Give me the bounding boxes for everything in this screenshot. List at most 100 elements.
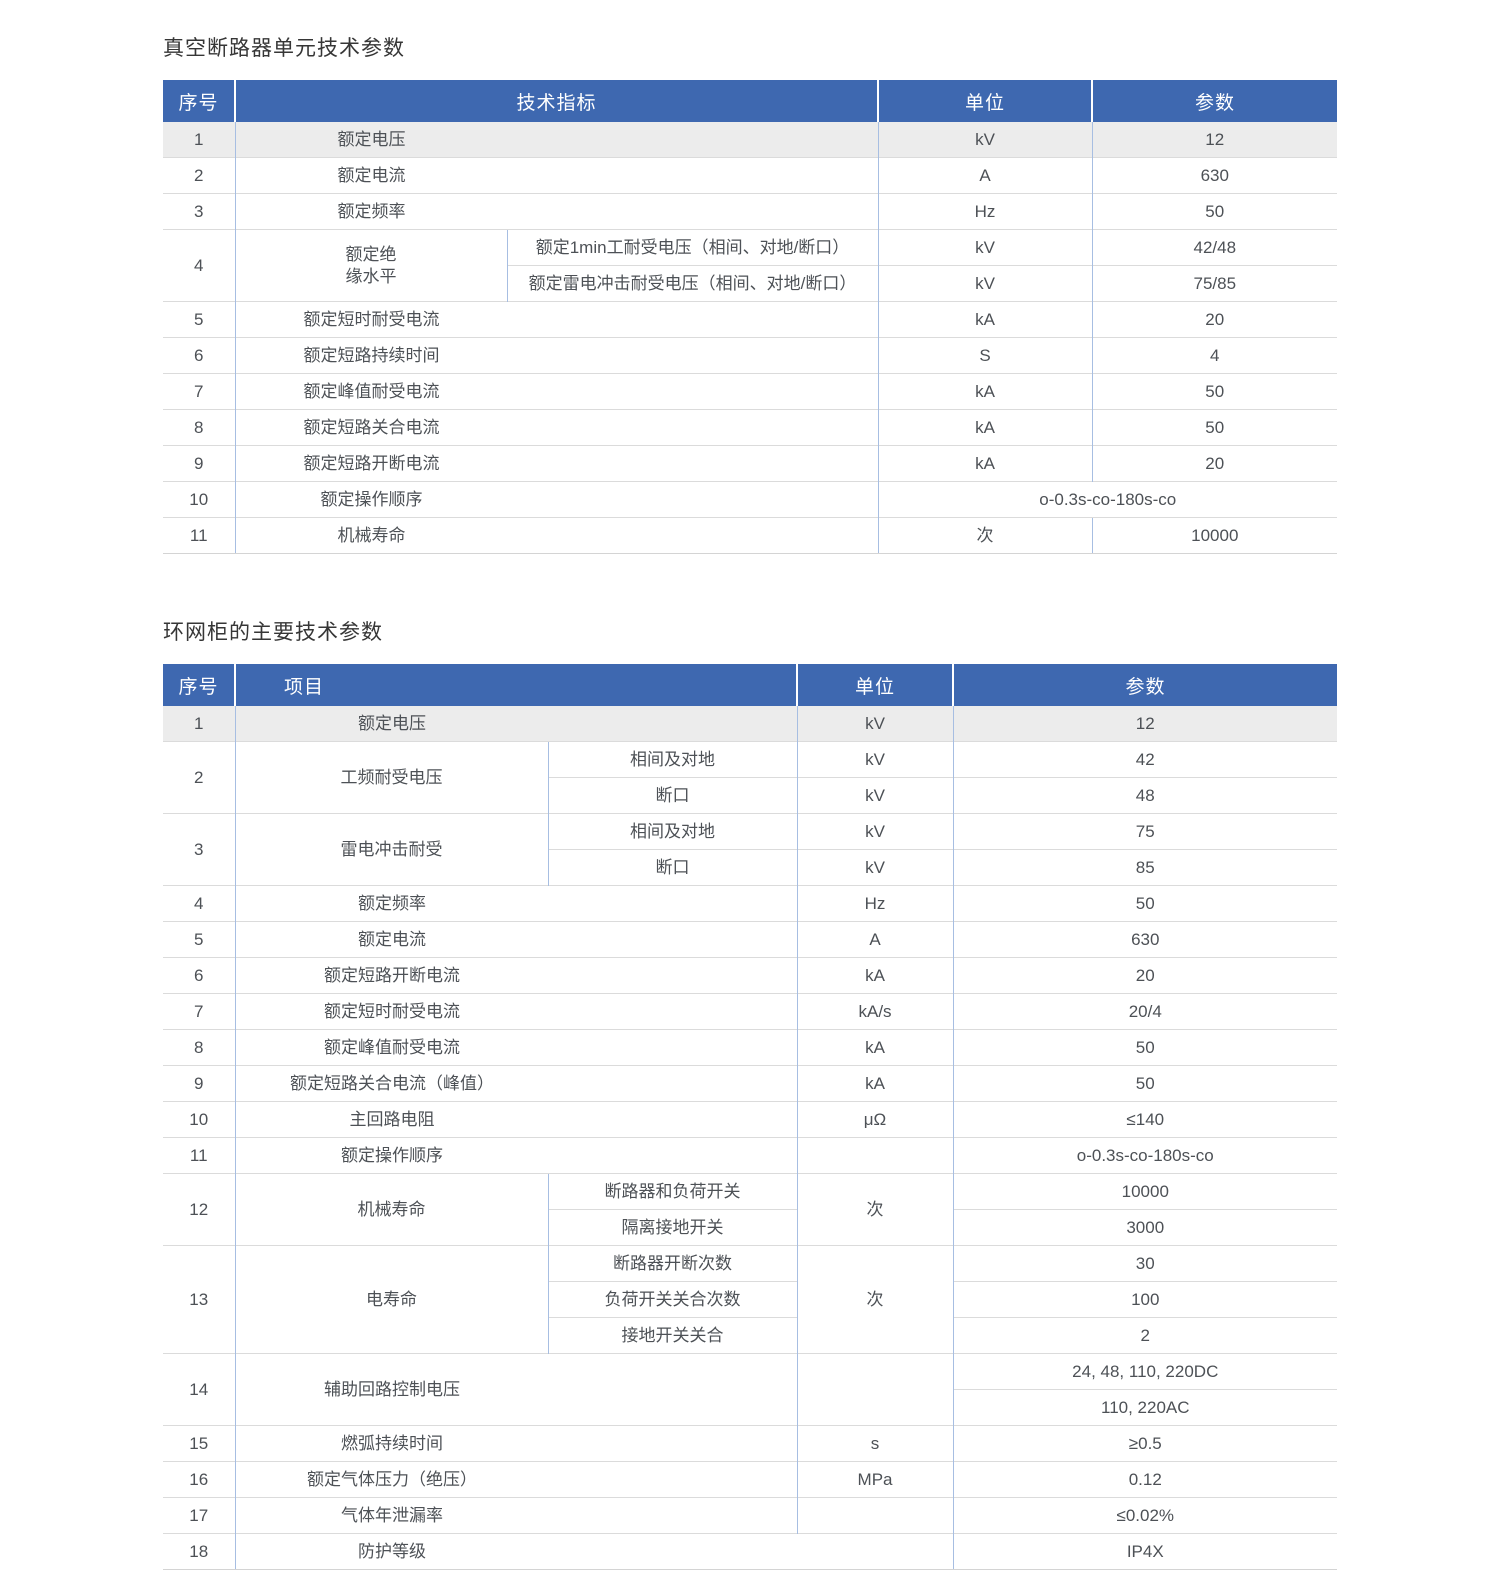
unit-cell: s (796, 1425, 954, 1462)
row-number-cell: 11 (163, 517, 235, 554)
row-number-cell: 3 (163, 813, 235, 886)
row-number-cell: 2 (163, 157, 235, 194)
row-number-cell: 13 (163, 1245, 235, 1354)
table-row: 8 额定峰值耐受电流 kA 50 (163, 1029, 1338, 1066)
table-row: 10 额定操作顺序 o-0.3s-co-180s-co (163, 481, 1338, 518)
ring-main-unit-spec-table: 序号 项目 单位 参数 1 额定电压 kV 12 2 工频耐受电压 相间及对地 kV 42 断口 k… (163, 664, 1338, 1570)
unit-cell: kA (877, 301, 1093, 338)
table-body: 1 额定电压 kV 12 2 额定电流 A 630 3 额定频率 Hz 50 4 额定绝 缘水平 额定1mi… (163, 122, 1338, 554)
header-no: 序号 (163, 80, 235, 122)
item-cell: 额定电压 (234, 122, 879, 158)
param-cell: 100 (952, 1281, 1338, 1318)
row-number-cell: 16 (163, 1461, 235, 1498)
param-cell: 75 (952, 813, 1338, 850)
unit-cell: 次 (796, 1245, 954, 1354)
param-cell: 12 (952, 706, 1338, 742)
sub-item-cell: 相间及对地 (547, 813, 798, 850)
row-number-cell: 14 (163, 1353, 235, 1426)
row-number-cell: 9 (163, 1065, 235, 1102)
param-cell: 50 (952, 1029, 1338, 1066)
row-number-cell: 5 (163, 301, 235, 338)
param-cell: 50 (1091, 409, 1338, 446)
item-cell: 额定短时耐受电流 (234, 993, 798, 1030)
param-cell: 42/48 (1091, 229, 1338, 266)
table-row: 17 气体年泄漏率 ≤0.02% (163, 1497, 1338, 1534)
param-cell: 30 (952, 1245, 1338, 1282)
unit-cell: 次 (877, 517, 1093, 554)
row-number-cell: 15 (163, 1425, 235, 1462)
unit-cell (796, 1137, 954, 1174)
row-number-cell: 17 (163, 1497, 235, 1534)
table-body: 1 额定电压 kV 12 2 工频耐受电压 相间及对地 kV 42 断口 kV 48 3 雷电冲击耐受 相间… (163, 706, 1338, 1570)
item-cell: 电寿命 (234, 1245, 548, 1354)
param-cell: 0.12 (952, 1461, 1338, 1498)
unit-cell (796, 1497, 954, 1534)
param-cell: 85 (952, 849, 1338, 886)
param-cell: 75/85 (1091, 265, 1338, 302)
item-cell: 额定短路开断电流 (234, 445, 879, 482)
row-number-cell: 10 (163, 481, 235, 518)
table-row: 5 额定短时耐受电流 kA 20 (163, 301, 1338, 338)
param-cell: 4 (1091, 337, 1338, 374)
unit-cell: Hz (796, 885, 954, 922)
item-cell: 机械寿命 (234, 1173, 548, 1246)
table-sub-row: 断口 kV 48 (163, 777, 1338, 814)
table-row: 4 额定绝 缘水平 额定1min工耐受电压（相间、对地/断口） kV 42/48 (163, 229, 1338, 302)
item-cell: 额定电流 (234, 921, 798, 958)
header-item: 项目 (233, 664, 798, 706)
row-number-cell: 18 (163, 1533, 235, 1570)
param-cell: 42 (952, 741, 1338, 778)
unit-cell: kA (796, 957, 954, 994)
table-row: 1 额定电压 kV 12 (163, 122, 1338, 158)
param-cell: 2 (952, 1317, 1338, 1354)
page: 真空断路器单元技术参数 序号 技术指标 单位 参数 1 额定电压 kV 12 2 额定电流… (163, 0, 1338, 1570)
item-cell: 额定峰值耐受电流 (234, 373, 879, 410)
param-cell: 10000 (952, 1173, 1338, 1210)
row-number-cell: 2 (163, 741, 235, 814)
table-row: 9 额定短路开断电流 kA 20 (163, 445, 1338, 482)
table-row: 1 额定电压 kV 12 (163, 706, 1338, 742)
row-number-cell: 7 (163, 993, 235, 1030)
item-cell: 气体年泄漏率 (234, 1497, 798, 1534)
item-cell: 额定电压 (234, 706, 798, 742)
table-row: 8 额定短路关合电流 kA 50 (163, 409, 1338, 446)
item-cell: 额定频率 (234, 885, 798, 922)
param-cell: 50 (1091, 373, 1338, 410)
row-number-cell: 6 (163, 337, 235, 374)
unit-cell: kV (877, 229, 1093, 266)
table-row: 3 雷电冲击耐受 相间及对地 kV 75 (163, 813, 1338, 886)
item-cell: 燃弧持续时间 (234, 1425, 798, 1462)
unit-cell: kV (796, 813, 954, 850)
param-cell: 630 (1091, 157, 1338, 194)
unit-cell: A (877, 157, 1093, 194)
unit-cell: Hz (877, 193, 1093, 230)
unit-cell: kA (796, 1029, 954, 1066)
param-cell: o-0.3s-co-180s-co (877, 481, 1338, 518)
param-cell: 630 (952, 921, 1338, 958)
table-row: 18 防护等级 IP4X (163, 1533, 1338, 1570)
table-row: 11 机械寿命次 10000 (163, 517, 1338, 554)
row-number-cell: 8 (163, 409, 235, 446)
table-sub-row: 110, 220AC (163, 1389, 1338, 1426)
row-number-cell: 4 (163, 229, 235, 302)
sub-item-cell: 隔离接地开关 (547, 1209, 798, 1246)
table-row: 10 主回路电阻 μΩ ≤140 (163, 1101, 1338, 1138)
item-cell: 额定短路关合电流 (234, 409, 879, 446)
sub-item-cell: 断路器和负荷开关 (547, 1173, 798, 1210)
table-row: 2 额定电流 A 630 (163, 157, 1338, 194)
table-row: 14 辅助回路控制电压 24, 48, 110, 220DC (163, 1353, 1338, 1426)
table-row: 3 额定频率 Hz 50 (163, 193, 1338, 230)
table1-title: 真空断路器单元技术参数 (163, 37, 405, 60)
sub-item-cell: 断路器开断次数 (547, 1245, 798, 1282)
item-cell: 额定短路开断电流 (234, 957, 798, 994)
sub-item-cell: 断口 (547, 777, 798, 814)
table-sub-row: 负荷开关关合次数 100 (163, 1281, 1338, 1318)
sub-item-cell: 额定1min工耐受电压（相间、对地/断口） (506, 229, 879, 266)
row-number-cell: 1 (163, 706, 235, 742)
table-row: 4 额定频率 Hz 50 (163, 885, 1338, 922)
param-cell: ≤140 (952, 1101, 1338, 1138)
row-number-cell: 11 (163, 1137, 235, 1174)
param-cell: 110, 220AC (952, 1389, 1338, 1426)
param-cell: 10000 (1091, 517, 1338, 554)
item-cell: 防护等级 (234, 1533, 954, 1570)
